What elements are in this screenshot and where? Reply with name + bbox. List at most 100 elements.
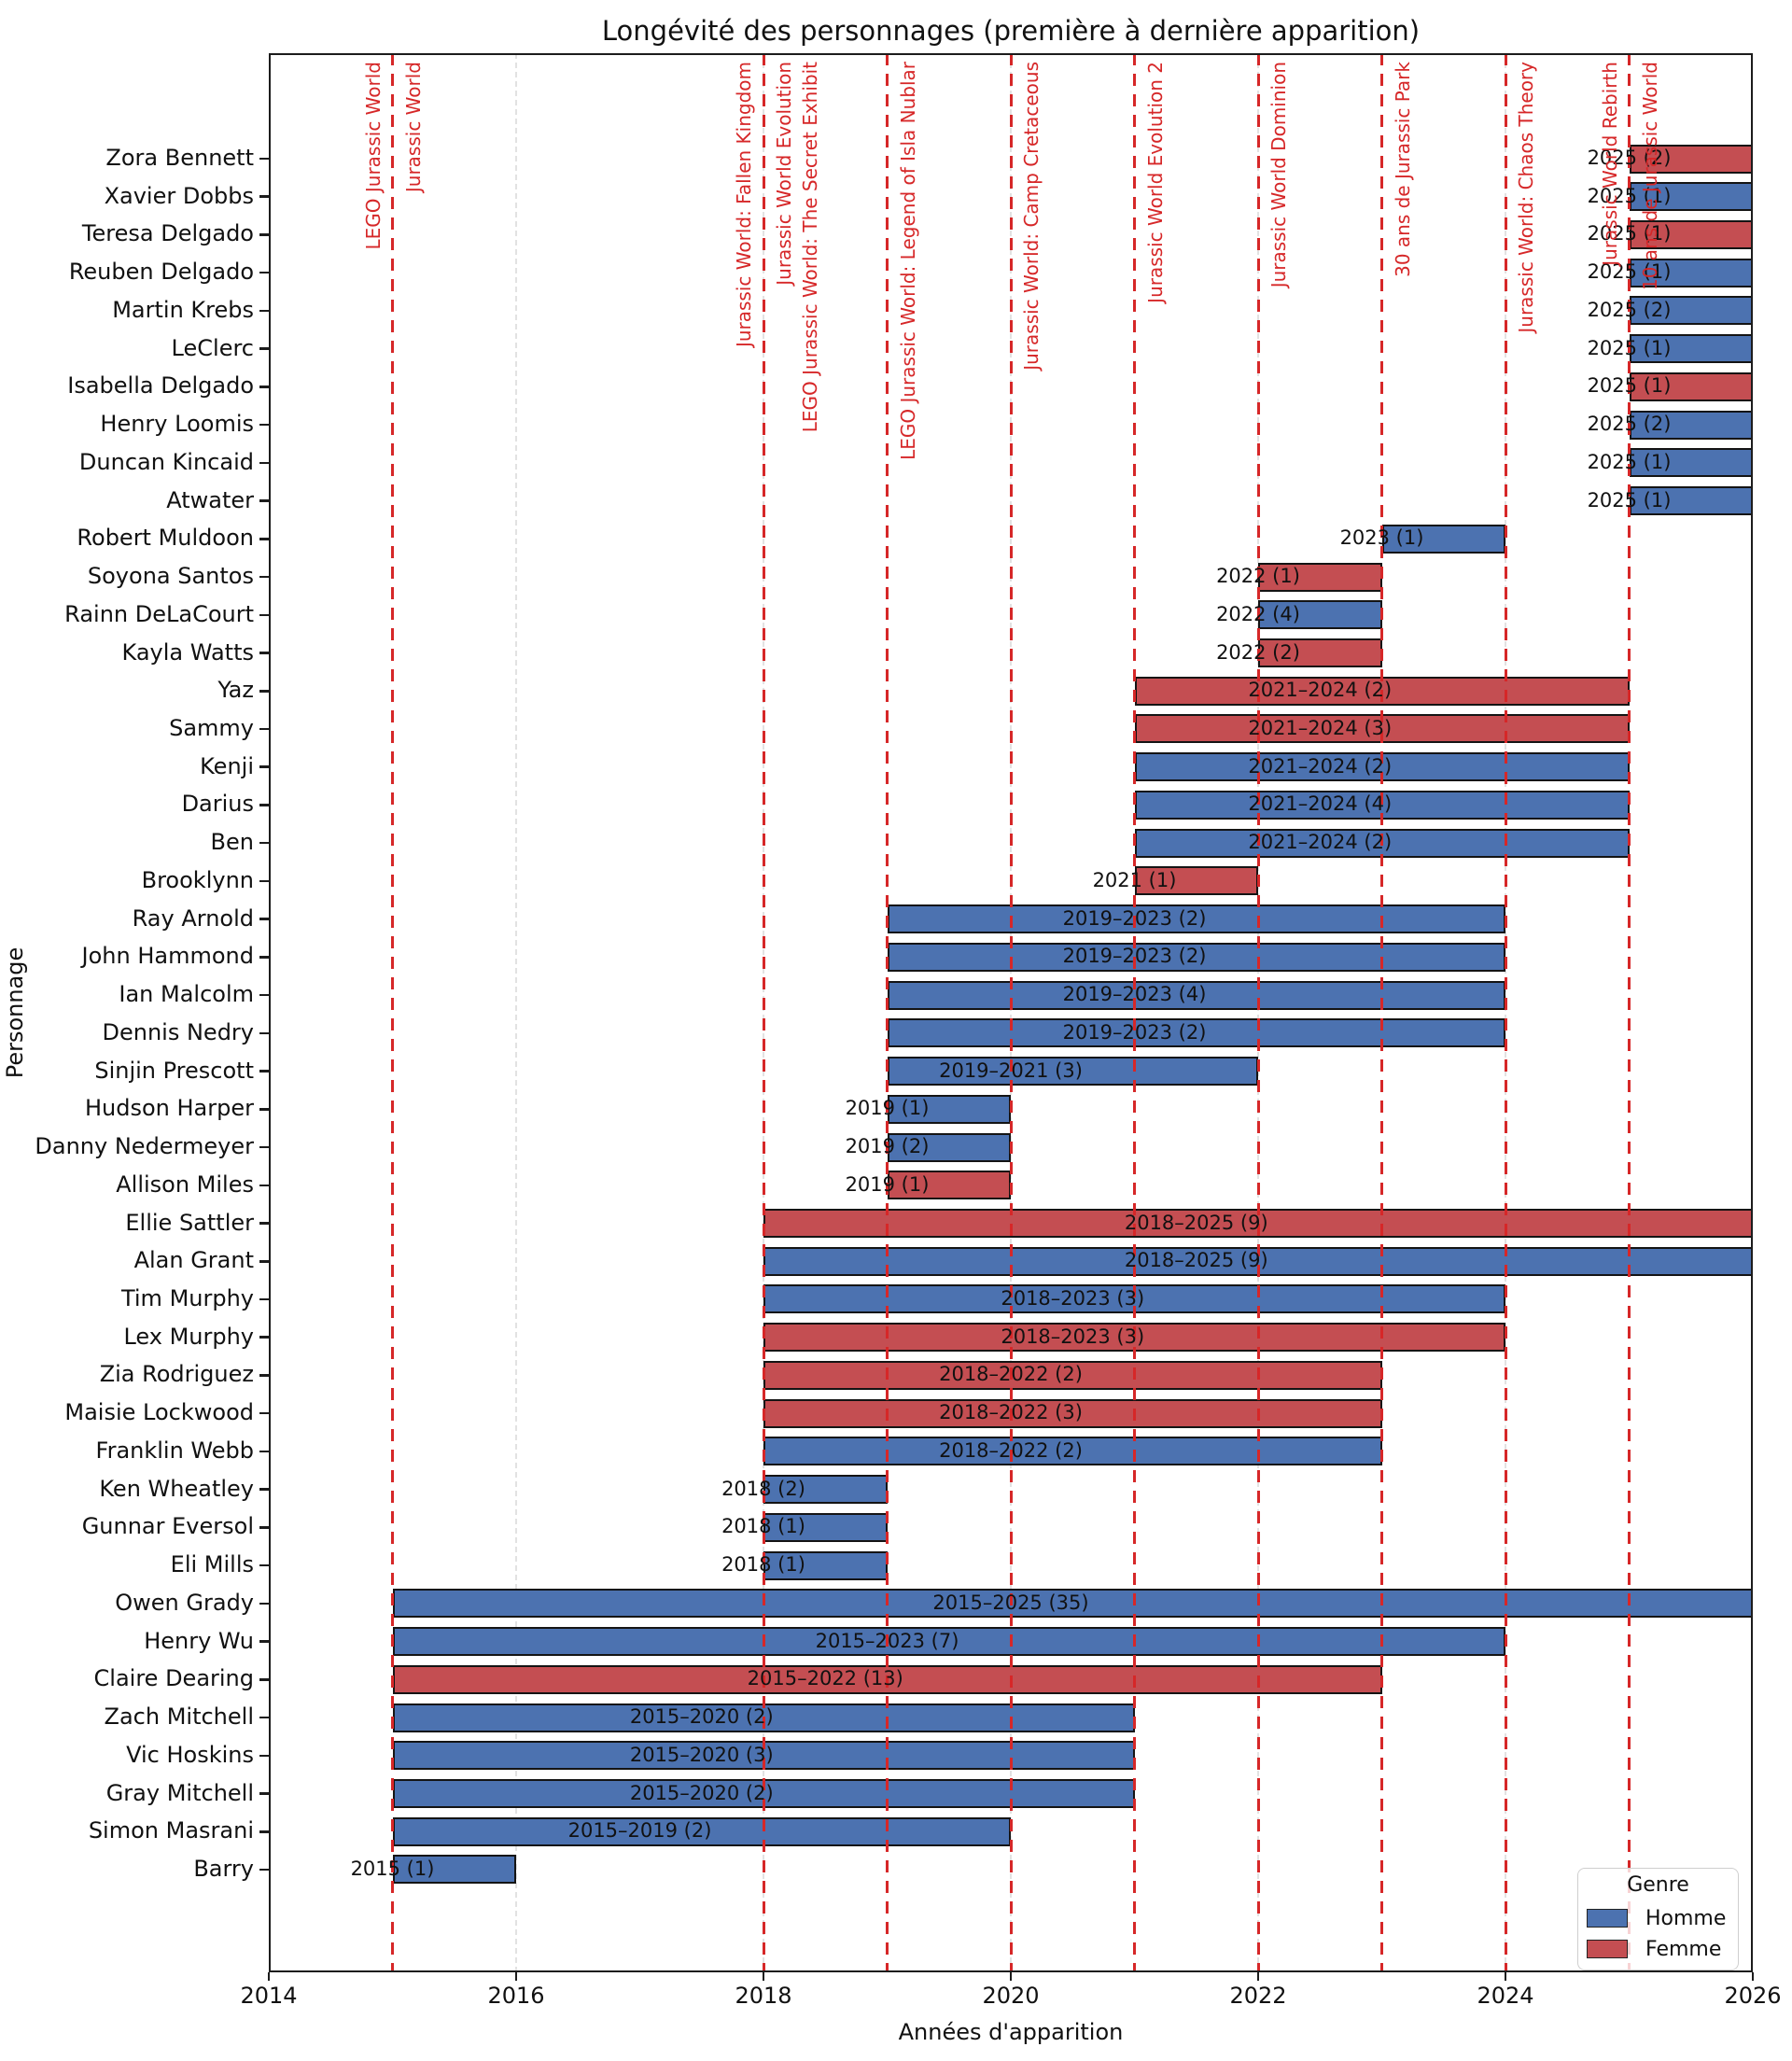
x-tick-label-2024: 2024 — [1477, 1983, 1534, 2009]
y-tick-mark — [259, 233, 269, 236]
bar-value-label: 2019–2023 (4) — [1062, 983, 1207, 1006]
x-axis-label: Années d'apparition — [898, 2019, 1124, 2045]
y-tick-label-character: Gray Mitchell — [105, 1779, 254, 1806]
y-tick-label-character: Duncan Kincaid — [78, 448, 254, 475]
y-tick-mark — [259, 1031, 269, 1035]
y-tick-label-character: Henry Loomis — [100, 411, 254, 438]
y-tick-mark — [259, 1526, 269, 1529]
event-label-text: 30 ans de Jurassic Park — [1391, 62, 1414, 277]
y-tick-mark — [259, 1792, 269, 1795]
y-tick-mark — [259, 652, 269, 654]
x-tick-label-2014: 2014 — [240, 1983, 298, 2009]
bar-value-label: 2025 (1) — [1587, 222, 1672, 245]
gantt-bar-homme — [392, 1855, 516, 1885]
y-tick-mark — [259, 613, 269, 617]
y-tick-label-character: Claire Dearing — [93, 1665, 254, 1692]
y-tick-mark — [259, 1678, 269, 1681]
bar-value-label: 2018 (1) — [721, 1553, 805, 1577]
legend-entry-femme: Femme — [1578, 1938, 1738, 1961]
y-tick-mark — [259, 575, 269, 579]
bar-value-label: 2018–2022 (2) — [939, 1363, 1083, 1386]
x-tick-label-2020: 2020 — [982, 1983, 1040, 2009]
y-tick-label-character: Isabella Delgado — [67, 372, 254, 400]
x-tick-2016 — [514, 1972, 518, 1981]
y-tick-mark — [259, 1411, 269, 1415]
legend-swatch-femme — [1587, 1940, 1628, 1958]
y-tick-label-character: Owen Grady — [115, 1589, 254, 1616]
x-tick-2022 — [1256, 1972, 1260, 1981]
event-line-2023 — [1380, 53, 1383, 1972]
gantt-bar-homme — [1629, 182, 1753, 212]
y-tick-label-character: Eli Mills — [170, 1551, 254, 1578]
y-tick-mark — [259, 423, 269, 427]
y-tick-label-character: Zia Rodriguez — [99, 1361, 254, 1388]
y-tick-label-character: LeClerc — [171, 334, 254, 361]
bar-value-label: 2015–2022 (13) — [747, 1667, 903, 1690]
gantt-bar-homme — [392, 1627, 1505, 1657]
bar-value-label: 2018 (1) — [721, 1515, 805, 1538]
y-tick-mark — [259, 804, 269, 806]
legend-entry-homme: Homme — [1578, 1907, 1738, 1930]
y-tick-label-character: Kenji — [200, 752, 254, 779]
y-tick-mark — [259, 538, 269, 540]
chart-title: Longévité des personnages (première à de… — [601, 15, 1421, 47]
y-tick-mark — [259, 157, 269, 161]
bar-value-label: 2019 (1) — [845, 1172, 930, 1196]
y-tick-label-character: Robert Muldoon — [77, 525, 254, 552]
bar-value-label: 2019 (1) — [845, 1097, 930, 1120]
gantt-bar-femme — [1629, 144, 1753, 174]
bar-value-label: 2023 (1) — [1339, 526, 1424, 550]
y-tick-label-character: Simon Masrani — [88, 1817, 254, 1844]
y-tick-label-character: Allison Miles — [116, 1171, 254, 1198]
y-tick-mark — [259, 1640, 269, 1643]
event-label-text: 10 ans de Jurassic World — [1638, 62, 1661, 290]
gantt-bar-femme — [1629, 372, 1753, 401]
gantt-bar-homme — [1258, 600, 1382, 630]
y-tick-mark — [259, 1070, 269, 1073]
gantt-bar-femme — [763, 1398, 1382, 1428]
event-label: 10 ans de Jurassic World — [1638, 62, 1792, 290]
bar-value-label: 2022 (4) — [1216, 602, 1300, 625]
y-tick-mark — [259, 879, 269, 883]
bar-value-label: 2021–2024 (2) — [1248, 679, 1393, 702]
gantt-bar-homme — [887, 942, 1505, 972]
gantt-bar-homme — [887, 1057, 1258, 1087]
bar-value-label: 2019 (2) — [845, 1135, 930, 1158]
y-tick-label-character: Dennis Nedry — [102, 1018, 255, 1045]
bar-value-label: 2018–2023 (3) — [1001, 1325, 1145, 1348]
event-label: Jurassic World — [401, 62, 532, 192]
bar-value-label: 2025 (1) — [1587, 374, 1672, 398]
event-label-text: Jurassic World Dominion — [1267, 62, 1290, 288]
bar-value-label: 2022 (1) — [1216, 565, 1300, 588]
event-label-text: Jurassic World Evolution 2 — [1143, 62, 1167, 303]
gantt-bar-homme — [887, 904, 1505, 934]
gantt-bar-homme — [1381, 524, 1505, 554]
gantt-bar-femme — [1258, 562, 1382, 592]
bar-value-label: 2021 (1) — [1092, 868, 1177, 891]
y-tick-label-character: Brooklynn — [141, 866, 254, 893]
y-tick-label-character: Hudson Harper — [84, 1095, 254, 1122]
y-tick-label-character: Zora Bennett — [105, 145, 254, 171]
y-tick-mark — [259, 1260, 269, 1263]
x-tick-2020 — [1009, 1972, 1013, 1981]
legend-label: Homme — [1645, 1907, 1727, 1930]
event-label-text: Jurassic World — [401, 62, 425, 193]
y-tick-label-character: Atwater — [166, 486, 254, 513]
y-tick-label-character: Sammy — [169, 714, 254, 741]
event-line-2022 — [1256, 53, 1260, 1972]
y-tick-label-character: Yaz — [217, 677, 254, 704]
x-tick-label-2026: 2026 — [1724, 1983, 1782, 2009]
gantt-bar-homme — [1629, 448, 1753, 478]
bar-value-label: 2018–2022 (3) — [939, 1401, 1083, 1424]
bar-value-label: 2019–2023 (2) — [1062, 1020, 1207, 1044]
gridline-2016 — [515, 53, 517, 1972]
y-tick-mark — [259, 499, 269, 502]
x-tick-2026 — [1751, 1972, 1755, 1981]
gantt-bar-femme — [1258, 638, 1382, 668]
y-tick-mark — [259, 461, 269, 465]
bar-value-label: 2015 (1) — [350, 1857, 435, 1880]
y-tick-mark — [259, 1602, 269, 1605]
event-label-text: Jurassic World Rebirth — [1598, 62, 1621, 266]
y-tick-mark — [259, 309, 269, 313]
